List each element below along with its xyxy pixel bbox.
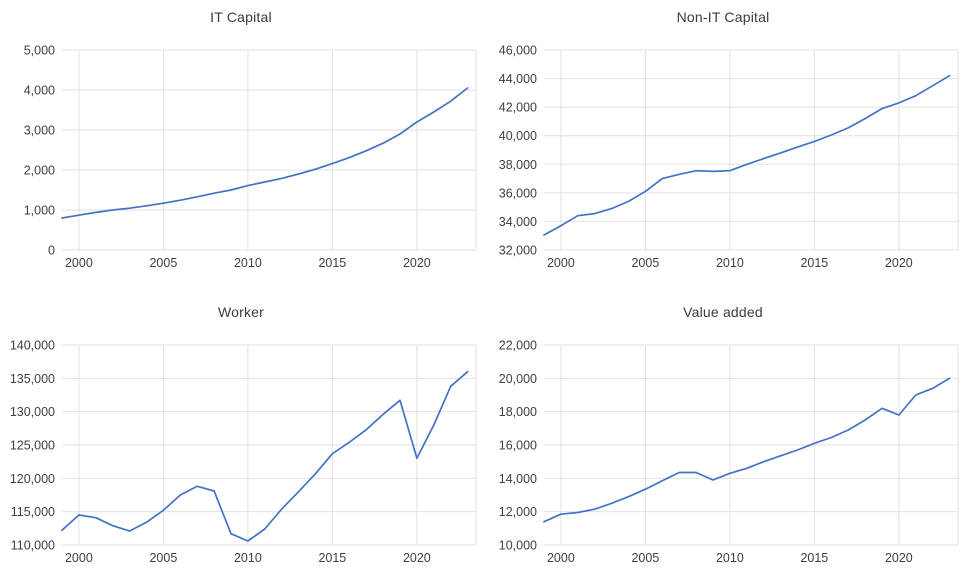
y-tick-label: 125,000 bbox=[10, 439, 55, 453]
chart-title-value-added: Value added bbox=[683, 304, 763, 320]
y-tick-label: 10,000 bbox=[499, 539, 537, 553]
y-tick-label: 42,000 bbox=[499, 101, 537, 115]
chart-title-non-it-capital: Non-IT Capital bbox=[676, 9, 770, 25]
x-tick-label: 2020 bbox=[403, 551, 431, 565]
y-tick-label: 135,000 bbox=[10, 372, 55, 386]
y-tick-label: 140,000 bbox=[10, 339, 55, 353]
x-tick-label: 2020 bbox=[885, 551, 913, 565]
y-tick-label: 36,000 bbox=[499, 186, 537, 200]
chart-plot-value-added: 10,000 12,000 14,000 16,000 18,000 20,000 22,0… bbox=[499, 339, 959, 565]
x-tick-label: 2015 bbox=[800, 256, 828, 270]
y-tick-label: 20,000 bbox=[499, 372, 537, 386]
x-tick-label: 2010 bbox=[234, 256, 262, 270]
y-tick-label: 18,000 bbox=[499, 405, 537, 419]
y-tick-label: 14,000 bbox=[499, 472, 537, 486]
x-tick-label: 2000 bbox=[65, 256, 93, 270]
chart-panel-value-added: Value added 10,000 12,000 14,000 16,000 18,0… bbox=[482, 285, 964, 569]
y-tick-label: 0 bbox=[48, 244, 55, 258]
x-tick-label: 2005 bbox=[149, 551, 177, 565]
x-tick-label: 2010 bbox=[234, 551, 262, 565]
y-tick-label: 3,000 bbox=[24, 124, 55, 138]
x-tick-label: 2015 bbox=[318, 256, 346, 270]
y-tick-label: 22,000 bbox=[499, 339, 537, 353]
y-tick-label: 46,000 bbox=[499, 44, 537, 58]
y-tick-label: 110,000 bbox=[11, 539, 55, 553]
y-tick-label: 115,000 bbox=[11, 505, 55, 519]
y-tick-label: 16,000 bbox=[499, 439, 537, 453]
chart-title-worker: Worker bbox=[217, 304, 265, 320]
x-tick-label: 2005 bbox=[631, 256, 659, 270]
y-tick-label: 38,000 bbox=[499, 158, 537, 172]
y-tick-label: 40,000 bbox=[499, 129, 537, 143]
x-tick-label: 2015 bbox=[800, 551, 828, 565]
y-tick-label: 34,000 bbox=[499, 215, 537, 229]
y-tick-label: 2,000 bbox=[24, 164, 55, 178]
series-line bbox=[61, 370, 469, 542]
x-tick-label: 2000 bbox=[547, 256, 575, 270]
chart-panel-worker: Worker 110,000 115,000 120,000 125,000 130,0… bbox=[0, 285, 482, 569]
x-tick-label: 2000 bbox=[547, 551, 575, 565]
y-tick-label: 5,000 bbox=[24, 44, 55, 58]
y-tick-label: 32,000 bbox=[499, 244, 537, 258]
y-tick-label: 12,000 bbox=[499, 505, 537, 519]
x-tick-label: 2020 bbox=[403, 256, 431, 270]
y-tick-label: 44,000 bbox=[499, 72, 537, 86]
y-tick-label: 120,000 bbox=[10, 472, 55, 486]
x-tick-label: 2015 bbox=[318, 551, 346, 565]
x-tick-label: 2005 bbox=[149, 256, 177, 270]
series-line bbox=[543, 377, 951, 523]
y-tick-label: 130,000 bbox=[10, 405, 55, 419]
chart-title-it-capital: IT Capital bbox=[210, 9, 272, 25]
chart-panel-non-it-capital: Non-IT Capital 32,000 34,000 36,000 38,000 4… bbox=[482, 0, 964, 285]
y-tick-label: 1,000 bbox=[24, 204, 55, 218]
x-tick-label: 2010 bbox=[716, 256, 744, 270]
chart-plot-it-capital: 0 1,000 2,000 3,000 4,000 5,000 2000 2005 2010 20… bbox=[24, 44, 477, 270]
y-tick-label: 4,000 bbox=[24, 84, 55, 98]
x-tick-label: 2005 bbox=[631, 551, 659, 565]
x-tick-label: 2000 bbox=[65, 551, 93, 565]
chart-plot-worker: 110,000 115,000 120,000 125,000 130,000 135,0… bbox=[10, 339, 477, 565]
x-tick-label: 2010 bbox=[716, 551, 744, 565]
series-line bbox=[543, 74, 951, 236]
x-tick-label: 2020 bbox=[885, 256, 913, 270]
chart-plot-non-it-capital: 32,000 34,000 36,000 38,000 40,000 42,000 44,0… bbox=[499, 44, 959, 270]
chart-panel-it-capital: IT Capital 0 1,000 2,000 3,000 4,000 5,000 200… bbox=[0, 0, 482, 285]
series-line bbox=[61, 87, 469, 219]
